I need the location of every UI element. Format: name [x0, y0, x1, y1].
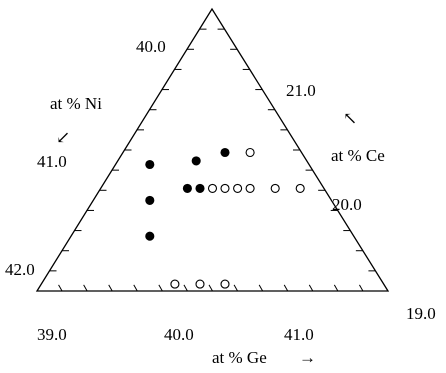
ge-tick	[208, 284, 213, 292]
filled-point	[191, 156, 201, 166]
filled-point	[145, 195, 155, 205]
tick-labels: 39.0 40.0 41.0 40.0 41.0 42.0 19.0 20.0 21.0	[5, 37, 436, 344]
ge-tick	[158, 284, 163, 292]
ni-tick-label: 42.0	[5, 260, 35, 279]
filled-point	[145, 231, 155, 241]
ge-tick	[258, 284, 264, 292]
ge-axis-arrow: →	[299, 348, 316, 367]
ge-tick-label: 40.0	[164, 325, 194, 344]
open-point	[245, 147, 255, 158]
open-point	[195, 279, 205, 289]
ni-axis-arrow: ↙	[56, 128, 70, 147]
ge-tick	[358, 284, 364, 292]
open-point	[295, 183, 305, 193]
open-point	[170, 279, 180, 289]
filled-point	[182, 183, 192, 193]
filled-point	[220, 147, 230, 158]
open-point	[233, 183, 243, 193]
ge-tick	[108, 284, 113, 292]
ni-tick-label: 41.0	[37, 152, 67, 171]
tick-marks	[49, 28, 376, 292]
ce-axis-title: ↖ at % Ce	[331, 109, 385, 165]
filled-point	[195, 183, 205, 193]
ce-axis-label: at % Ce	[331, 146, 385, 165]
ge-tick-label: 39.0	[37, 325, 67, 344]
ge-tick	[233, 284, 239, 292]
ce-tick-label: 19.0	[406, 304, 436, 323]
ge-axis-title: at % Ge →	[212, 348, 316, 367]
ce-axis-arrow: ↖	[343, 109, 357, 128]
data-points	[145, 147, 305, 289]
open-point	[220, 183, 230, 193]
ge-tick	[308, 284, 314, 292]
open-point	[220, 279, 230, 289]
ge-tick	[183, 284, 188, 292]
ge-tick-label: 41.0	[284, 325, 314, 344]
ge-tick	[333, 284, 339, 292]
ge-axis-label: at % Ge	[212, 348, 267, 367]
ni-tick-label: 40.0	[136, 37, 166, 56]
ge-tick	[283, 284, 289, 292]
open-point	[270, 183, 280, 193]
open-point	[207, 183, 218, 193]
ge-tick	[133, 284, 138, 292]
ge-tick	[83, 284, 88, 292]
ni-axis-label: at % Ni	[50, 94, 102, 113]
open-point	[245, 183, 255, 193]
ni-axis-title: at % Ni ↙	[50, 94, 102, 147]
ce-tick-label: 21.0	[286, 81, 316, 100]
filled-point	[145, 159, 155, 170]
ce-tick-label: 20.0	[332, 195, 362, 214]
ge-tick	[58, 284, 63, 292]
